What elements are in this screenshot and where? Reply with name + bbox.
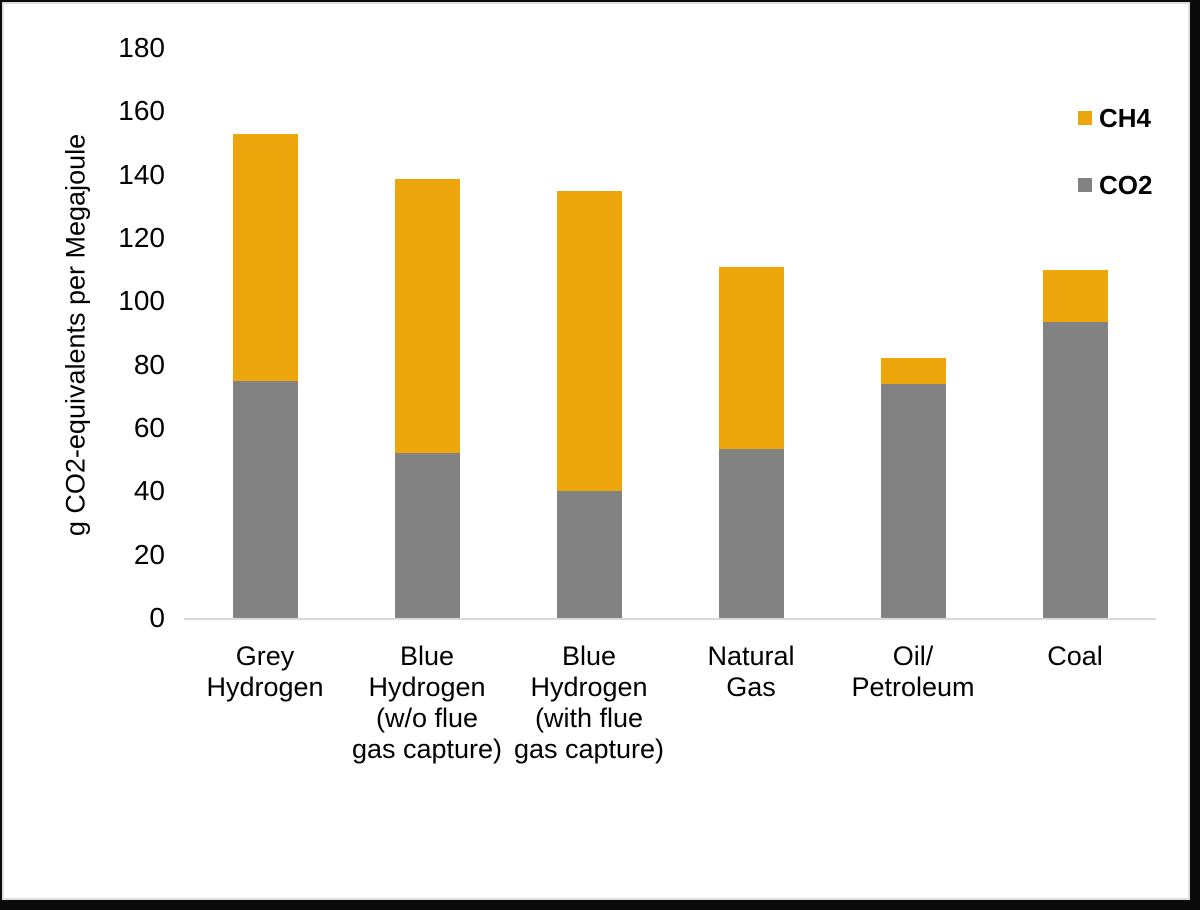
y-tick-label-20: 20	[133, 538, 165, 570]
y-tick-label-40: 40	[133, 475, 165, 507]
bar-segment-co2-2	[556, 491, 622, 618]
legend-item-ch4: CH4	[1078, 103, 1151, 133]
x-category-label-3: Natural Gas	[707, 641, 795, 702]
x-category-label-5: Coal	[1047, 641, 1103, 671]
y-tick-label-120: 120	[118, 222, 165, 253]
bar-segment-ch4-1	[394, 179, 460, 454]
chart-frame: g CO2-equivalents per Megajoule 0 20 40 60 8…	[2, 2, 1190, 900]
ch4-swatch-icon	[1078, 111, 1092, 125]
legend-item-co2: CO2	[1078, 170, 1152, 200]
bar-segment-co2-1	[394, 453, 460, 618]
x-category-label-0: Grey Hydrogen	[206, 641, 324, 702]
co2-swatch-icon	[1078, 178, 1092, 192]
x-category-label-2: Blue Hydrogen (with flue gas capture)	[513, 641, 665, 764]
x-category-label-4: Oil/ Petroleum	[851, 641, 975, 702]
legend-label-ch4: CH4	[1099, 103, 1152, 133]
y-tick-label-0: 0	[149, 602, 165, 633]
x-category-label-1: Blue Hydrogen (w/o flue gas capture)	[351, 641, 503, 764]
y-tick-label-100: 100	[118, 285, 165, 317]
bar-segment-ch4-2	[556, 190, 622, 492]
x-axis-line	[184, 618, 1156, 620]
bar-segment-ch4-3	[718, 266, 784, 449]
bar-segment-co2-0	[232, 380, 298, 618]
bar-segment-co2-5	[1042, 321, 1108, 618]
y-tick-label-180: 180	[118, 32, 165, 63]
bar-segment-ch4-0	[232, 133, 298, 381]
bar-segment-ch4-5	[1042, 269, 1108, 322]
y-tick-label-80: 80	[133, 348, 165, 380]
y-tick-label-60: 60	[133, 412, 165, 443]
bar-segment-ch4-4	[880, 358, 946, 384]
bar-segment-co2-4	[880, 383, 946, 618]
y-tick-label-160: 160	[118, 95, 165, 127]
y-tick-label-140: 140	[118, 158, 165, 190]
legend-label-co2: CO2	[1099, 170, 1153, 200]
bar-segment-co2-3	[718, 448, 784, 618]
